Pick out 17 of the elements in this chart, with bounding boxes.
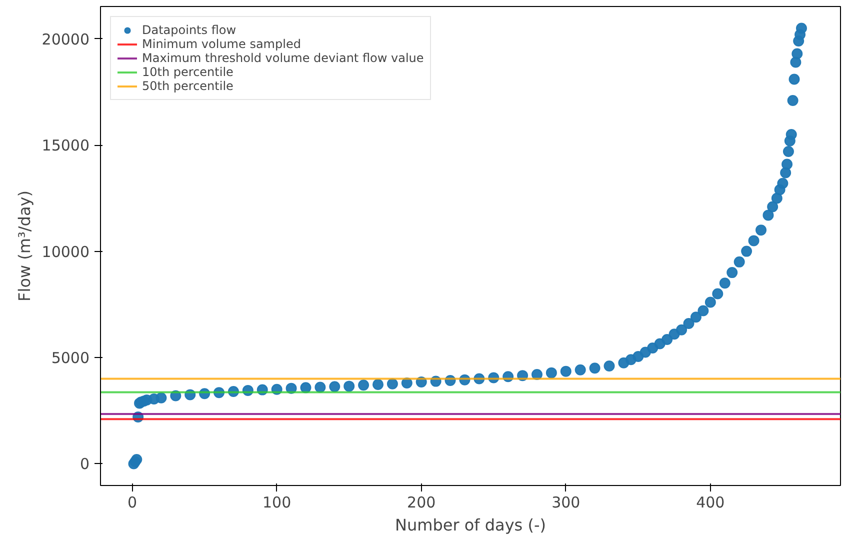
- y-tick-label: 20000: [42, 30, 90, 48]
- y-tick-label: 10000: [42, 242, 90, 261]
- legend-label: Datapoints flow: [142, 23, 236, 37]
- x-tick-label: 300: [552, 494, 580, 512]
- x-tick-label: 0: [128, 494, 138, 512]
- x-tick-label: 100: [262, 494, 292, 512]
- x-axis-title: Number of days (-): [395, 516, 546, 534]
- legend-label: Maximum threshold volume deviant flow value: [142, 51, 424, 65]
- legend-label: Minimum volume sampled: [142, 37, 301, 51]
- y-tick-label: 0: [80, 455, 90, 474]
- x-tick-label: 400: [696, 494, 725, 512]
- y-tick-label: 5000: [51, 349, 90, 368]
- x-tick-label: 200: [407, 494, 436, 512]
- y-tick-label: 15000: [42, 136, 90, 155]
- legend-label: 50th percentile: [142, 79, 234, 93]
- legend-label: 10th percentile: [142, 65, 234, 79]
- y-axis-title: Flow (m³/day): [14, 190, 34, 302]
